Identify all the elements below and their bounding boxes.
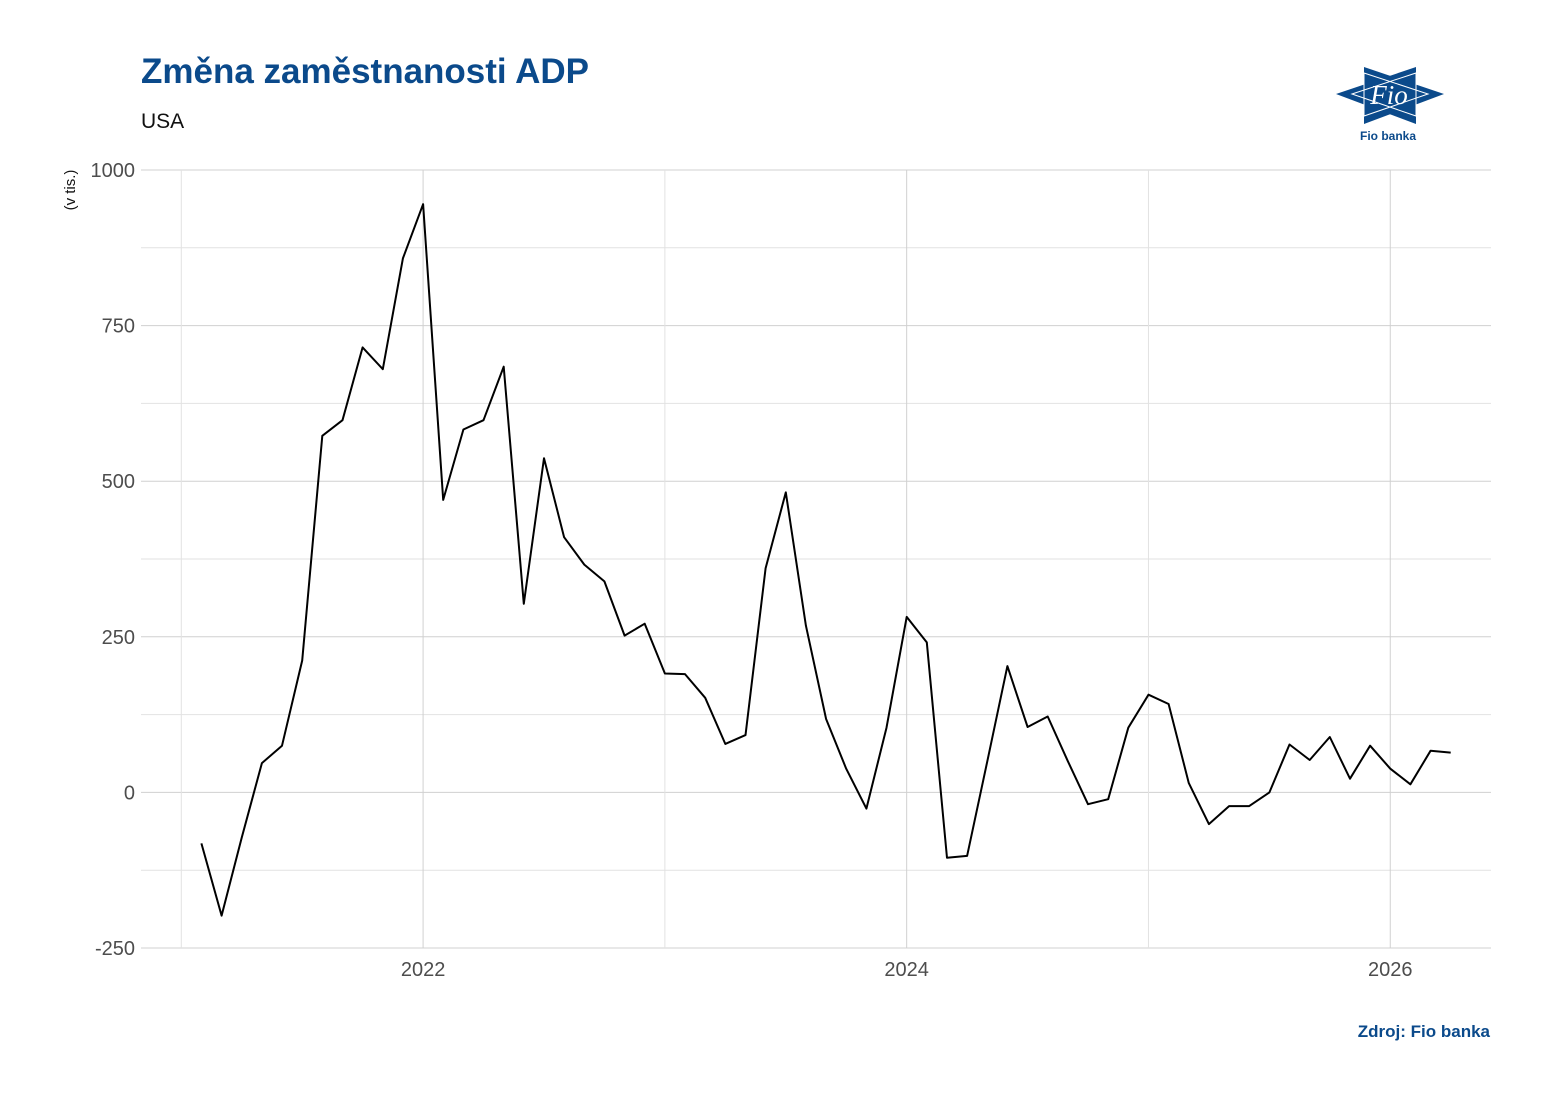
y-axis-label: (v tis.): [62, 170, 79, 211]
x-axis-ticks: 2022 2024 2026: [401, 959, 1413, 981]
y-tick-label: 250: [102, 627, 135, 649]
y-tick-label: 0: [124, 782, 135, 804]
source-note: Zdroj: Fio banka: [1358, 1022, 1490, 1042]
x-tick-label: 2022: [401, 959, 446, 981]
y-tick-label: 500: [102, 471, 135, 493]
series-line: [201, 204, 1450, 915]
y-tick-label: 1000: [91, 160, 136, 182]
y-axis-ticks: -250 0 250 500 750 1000: [91, 160, 136, 960]
x-tick-label: 2026: [1368, 959, 1413, 981]
x-tick-label: 2024: [884, 959, 929, 981]
y-tick-label: -250: [95, 938, 135, 960]
y-tick-label: 750: [102, 316, 135, 338]
grid-lines: [141, 170, 1491, 948]
